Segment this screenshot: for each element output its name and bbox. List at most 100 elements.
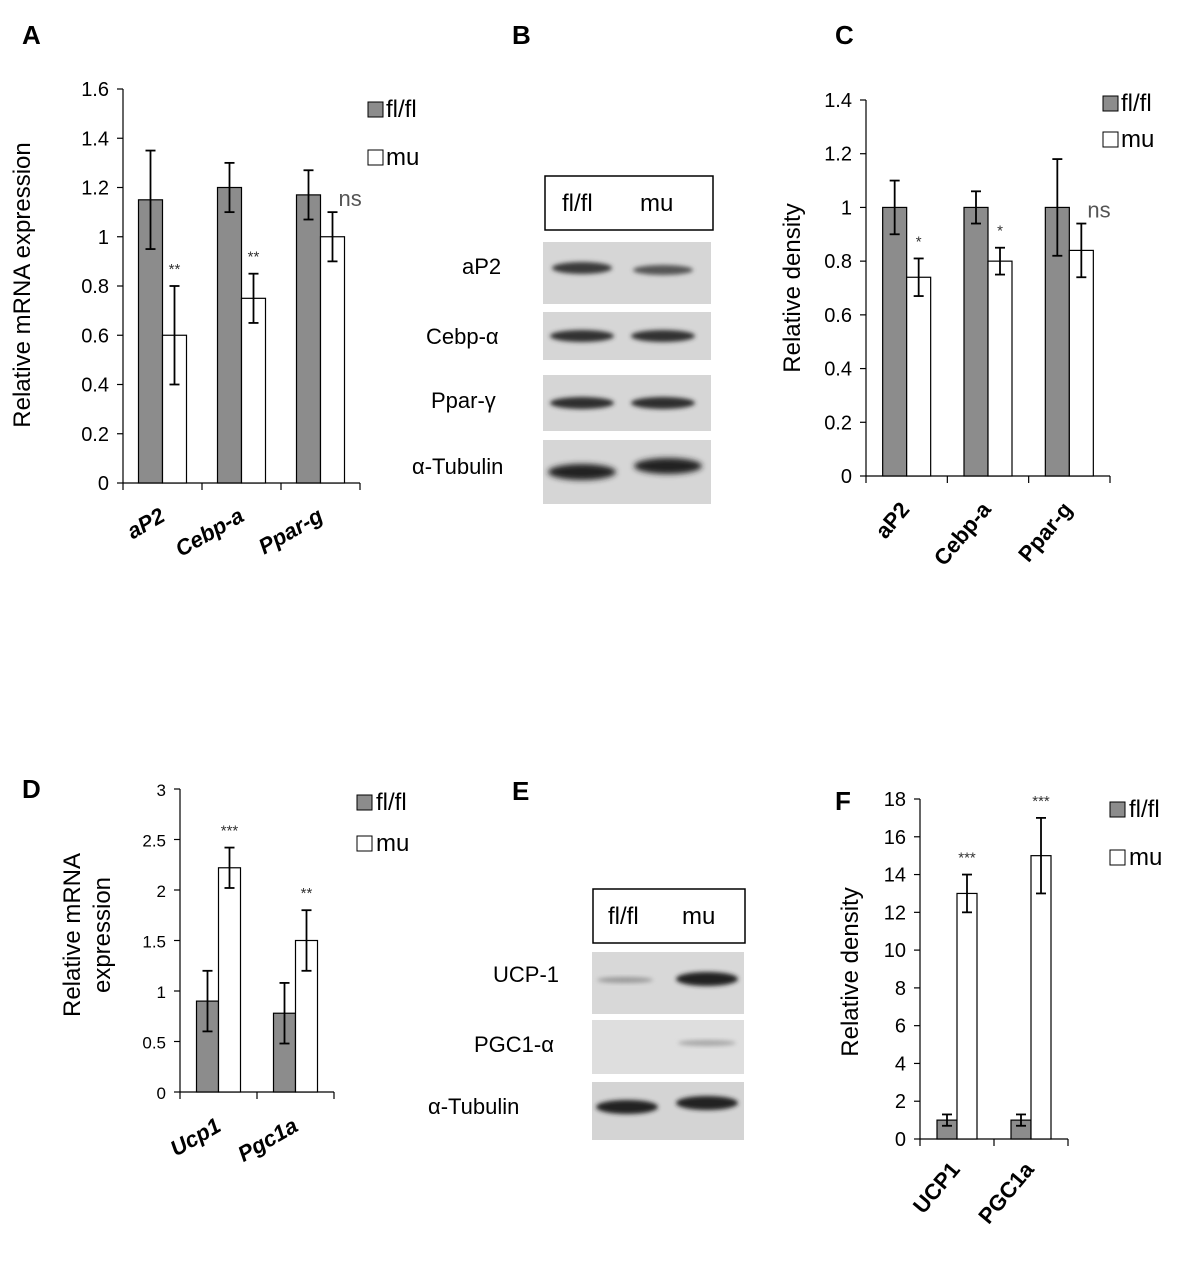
y-tick-label: 0.4 <box>81 375 109 397</box>
legend-swatch-fl <box>1109 801 1126 818</box>
y-axis-title: Relative mRNA expression <box>9 142 36 427</box>
y-tick-label: 16 <box>884 827 906 849</box>
y-tick-label: 18 <box>884 789 906 811</box>
panel-letter-c: C <box>835 20 854 50</box>
bar-fl <box>216 186 243 484</box>
y-tick-label: 2 <box>895 1091 906 1113</box>
significance-label: ** <box>248 249 260 266</box>
blot-band <box>634 458 702 474</box>
blot-row-label: α-Tubulin <box>412 454 503 479</box>
western-blot-e: fl/fl mu UCP-1 PGC1-α α-Tubulin <box>428 888 746 1140</box>
x-category-label: UCP1 <box>908 1157 965 1218</box>
significance-label: ** <box>169 261 181 278</box>
y-tick-label: 0.4 <box>824 359 852 381</box>
blot-band <box>596 1100 658 1114</box>
significance-label: *** <box>958 850 976 867</box>
y-tick-label: 1.4 <box>824 90 852 112</box>
bar-mu <box>987 260 1013 477</box>
legend-f: fl/fl mu <box>1109 796 1162 871</box>
y-tick-label: 1.4 <box>81 128 109 150</box>
legend-swatch-fl <box>367 101 384 118</box>
significance-label: ** <box>301 885 313 902</box>
y-tick-label: 1.2 <box>824 144 852 166</box>
legend-c: fl/fl mu <box>1102 90 1154 153</box>
y-tick-label: 6 <box>895 1016 906 1038</box>
legend-swatch-mu <box>1109 849 1126 866</box>
legend-a: fl/fl mu <box>367 96 419 171</box>
y-tick-label: 0.5 <box>142 1034 166 1053</box>
y-tick-label: 10 <box>884 940 906 962</box>
significance-label: *** <box>221 823 239 840</box>
x-category-label: aP2 <box>123 502 170 544</box>
x-category-label: Cebp-a <box>929 497 997 571</box>
blot-band <box>678 1040 736 1046</box>
blot-lane-label-mu: mu <box>640 190 673 217</box>
y-tick-label: 0.8 <box>81 276 109 298</box>
blot-row-label: PGC1-α <box>474 1032 554 1057</box>
y-tick-label: 3 <box>157 781 166 800</box>
blot-lane-label-mu: mu <box>682 903 715 930</box>
y-tick-label: 1.5 <box>142 933 166 952</box>
legend-swatch-fl <box>1102 95 1119 112</box>
bar-mu <box>956 892 978 1140</box>
blot-row-label: Cebp-α <box>426 324 499 349</box>
significance-label: ns <box>339 186 362 211</box>
legend-label-mu: mu <box>386 144 419 171</box>
panel-letter-e: E <box>512 776 529 806</box>
y-tick-label: 0 <box>841 466 852 488</box>
legend-swatch-fl <box>356 794 373 811</box>
legend-label-fl: fl/fl <box>376 789 407 816</box>
legend-label-mu: mu <box>1121 126 1154 153</box>
blot-row-label: Ppar-γ <box>431 388 496 413</box>
x-category-label: Ppar-g <box>1013 497 1077 566</box>
blot-header-box <box>544 175 714 231</box>
significance-label: ns <box>1087 198 1110 223</box>
y-tick-label: 0.2 <box>824 412 852 434</box>
chart-d: 0 0.5 1 1.5 2 2.5 3 Relative mRNA expression *** U… <box>59 781 335 1167</box>
y-tick-label: 1 <box>98 227 109 249</box>
y-tick-label: 1.2 <box>81 178 109 200</box>
significance-label: *** <box>1032 793 1050 810</box>
blot-row-label: UCP-1 <box>493 962 559 987</box>
blot-lane-label-fl: fl/fl <box>608 903 639 930</box>
panel-letter-d: D <box>22 774 41 804</box>
chart-c: 0 0.2 0.4 0.6 0.8 1 1.2 1.4 Relative density * aP2… <box>779 90 1111 570</box>
bar-mu <box>319 236 346 484</box>
y-tick-label: 0 <box>895 1129 906 1151</box>
bar-mu <box>217 867 242 1093</box>
y-axis-title-line: expression <box>89 877 116 993</box>
bar-mu <box>240 297 267 484</box>
legend-swatch-mu <box>356 835 373 852</box>
y-tick-label: 4 <box>895 1053 906 1075</box>
y-tick-label: 14 <box>884 865 906 887</box>
panel-letter-f: F <box>835 786 851 816</box>
legend-swatch-mu <box>367 149 384 166</box>
blot-lane-label-fl: fl/fl <box>562 190 593 217</box>
legend-d: fl/fl mu <box>356 789 409 857</box>
blot-band <box>676 1096 738 1110</box>
legend-label-fl: fl/fl <box>1129 796 1160 823</box>
y-tick-label: 1 <box>841 197 852 219</box>
blot-band <box>552 262 612 274</box>
bar-fl <box>882 206 908 477</box>
bar-mu <box>1068 249 1094 477</box>
y-tick-label: 1.6 <box>81 79 109 101</box>
y-tick-label: 0.8 <box>824 251 852 273</box>
y-axis-title: Relative mRNA expression <box>59 853 116 1017</box>
significance-label: * <box>916 233 922 250</box>
y-tick-label: 12 <box>884 902 906 924</box>
y-axis-title: Relative density <box>837 887 864 1056</box>
x-category-label: aP2 <box>870 497 914 543</box>
bar-mu <box>906 276 932 477</box>
blot-band <box>548 464 616 480</box>
y-tick-label: 0.6 <box>824 305 852 327</box>
panel-letter-b: B <box>512 20 531 50</box>
blot-band <box>550 330 614 342</box>
blot-band <box>676 972 738 986</box>
x-category-label: Ucp1 <box>166 1113 225 1162</box>
y-tick-label: 0.2 <box>81 424 109 446</box>
y-tick-label: 0 <box>157 1084 166 1103</box>
blot-header-box <box>592 888 746 944</box>
y-tick-label: 0.6 <box>81 325 109 347</box>
